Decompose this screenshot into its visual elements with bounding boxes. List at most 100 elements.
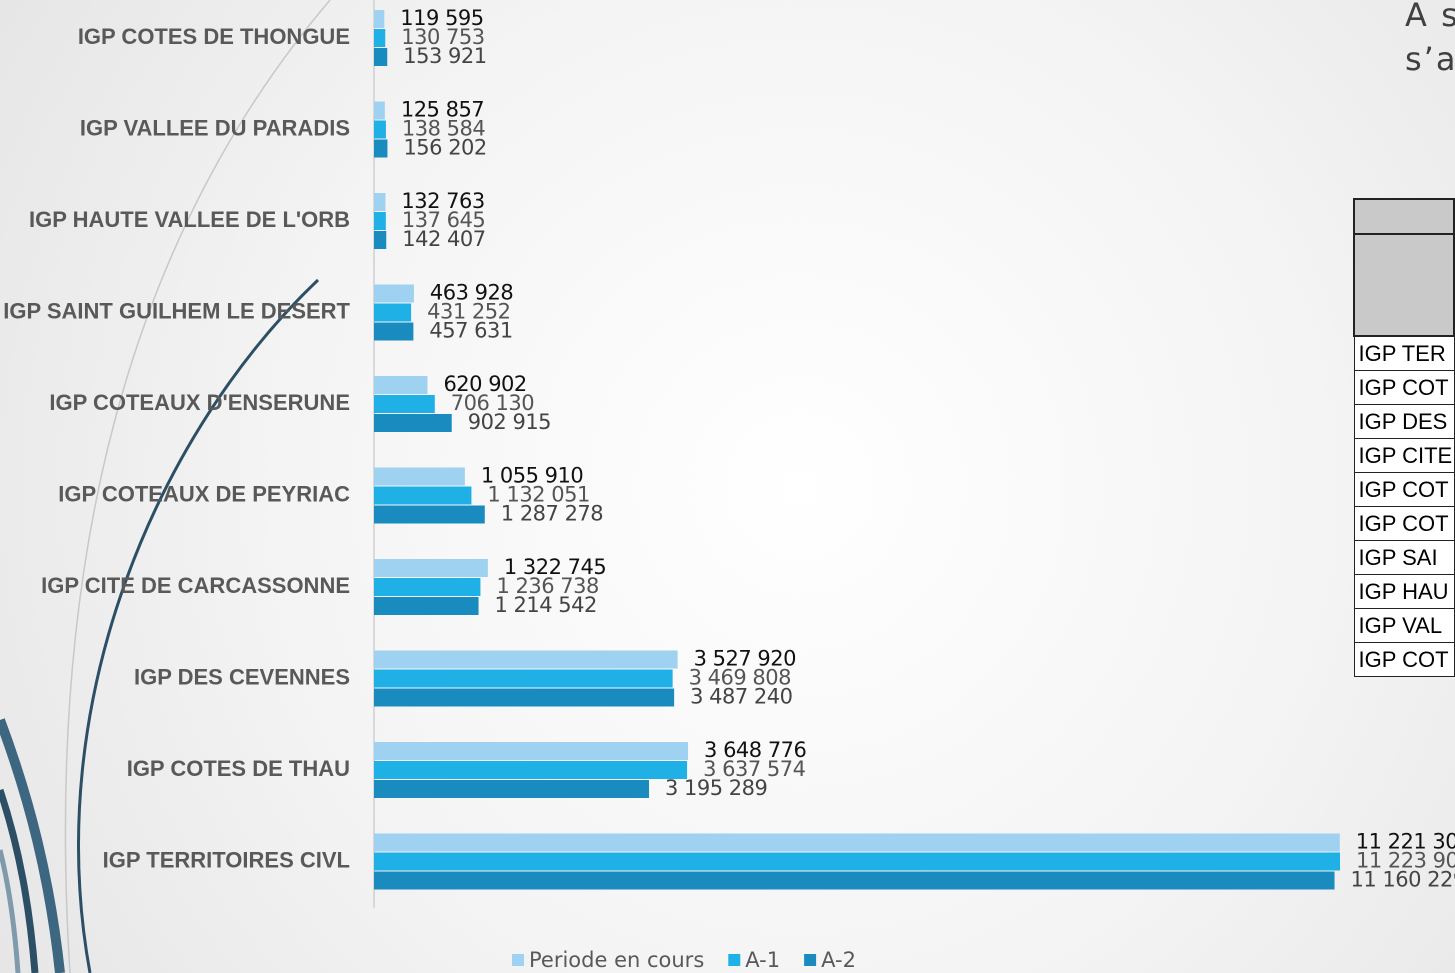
category-label: IGP TERRITOIRES CIVL <box>103 847 350 872</box>
bar <box>374 650 678 669</box>
value-label: 457 631 <box>429 319 512 343</box>
value-label: 130 753 <box>401 25 484 49</box>
category-label: IGP SAINT GUILHEM LE DESERT <box>3 298 350 323</box>
value-label: 1 132 051 <box>487 483 589 507</box>
bar <box>374 486 472 505</box>
bar <box>374 742 689 760</box>
value-label: 3 195 289 <box>665 776 767 800</box>
table-row: IGP COT <box>1353 642 1455 677</box>
table-cell: IGP COT <box>1353 370 1455 405</box>
table-cell: IGP TER <box>1353 335 1455 371</box>
bar <box>374 376 428 394</box>
value-label: 119 595 <box>400 6 483 30</box>
table-row: IGP COT <box>1353 506 1455 541</box>
value-label: 153 921 <box>403 44 486 68</box>
legend-label: A-2 <box>821 948 856 972</box>
bar <box>374 322 414 341</box>
table-row: IGP HAU <box>1353 574 1455 609</box>
category-label: IGP CITE DE CARCASSONNE <box>41 573 350 598</box>
value-label: 137 645 <box>402 208 485 232</box>
table-cell: IGP DES <box>1353 404 1455 439</box>
table-row: IGP TER <box>1353 335 1455 371</box>
table-cell: IGP COT <box>1353 506 1455 541</box>
value-label: 1 322 745 <box>504 555 606 579</box>
table-row: IGP COT <box>1353 370 1455 405</box>
value-label: 11 223 905 <box>1356 849 1455 873</box>
header-cell <box>1353 198 1455 235</box>
value-label: 1 214 542 <box>495 593 597 617</box>
value-label: 3 469 808 <box>689 666 791 690</box>
value-label: 132 763 <box>401 189 484 213</box>
bar <box>374 193 386 211</box>
table-row: IGP SAI <box>1353 540 1455 575</box>
table-row: IGP CITE <box>1353 438 1455 473</box>
side-text: s’a <box>1405 40 1455 78</box>
bar <box>374 871 1335 890</box>
value-label: 463 928 <box>430 281 513 305</box>
table-cell: IGP COT <box>1353 642 1455 677</box>
bar <box>374 139 388 158</box>
value-label: 11 221 303 <box>1356 830 1455 854</box>
header-row <box>1353 198 1455 235</box>
bar <box>374 852 1340 871</box>
legend-swatch <box>512 954 524 966</box>
category-label: IGP COTEAUX DE PEYRIAC <box>58 481 350 506</box>
value-label: 902 915 <box>468 410 551 434</box>
bar <box>374 688 675 707</box>
value-label: 3 527 920 <box>694 647 796 671</box>
bar <box>374 303 412 322</box>
bar <box>374 212 386 230</box>
value-label: 620 902 <box>443 372 526 396</box>
header-row <box>1353 233 1455 337</box>
side-text: A s <box>1405 0 1455 34</box>
value-label: 3 648 776 <box>704 738 807 762</box>
summary-table: IGP TER IGP COT IGP DES IGP CITE IGP COT IGP … <box>1353 198 1455 677</box>
table-cell: IGP HAU <box>1353 574 1455 609</box>
table-row: IGP VAL <box>1353 608 1455 643</box>
value-label: 1 287 278 <box>501 502 603 526</box>
bar <box>374 231 387 249</box>
value-label: 138 584 <box>402 117 485 141</box>
value-label: 156 202 <box>403 136 486 160</box>
bar <box>374 284 414 303</box>
bar <box>374 467 465 486</box>
bar <box>374 761 688 779</box>
category-label: IGP COTES DE THONGUE <box>78 24 350 49</box>
table-cell: IGP COT <box>1353 472 1455 507</box>
legend-label: Periode en cours <box>529 948 704 972</box>
bar <box>374 414 452 432</box>
bar <box>374 578 481 596</box>
value-label: 11 160 229 <box>1351 868 1455 892</box>
value-label: 431 252 <box>427 300 510 324</box>
value-label: 3 637 574 <box>703 757 806 781</box>
value-label: 1 055 910 <box>481 464 583 488</box>
category-label: IGP DES CEVENNES <box>134 664 350 689</box>
bar <box>374 120 386 139</box>
category-label: IGP HAUTE VALLEE DE L'ORB <box>29 207 350 232</box>
category-label: IGP VALLEE DU PARADIS <box>80 115 350 140</box>
bar <box>374 669 673 688</box>
bar <box>374 101 385 120</box>
legend-swatch <box>728 954 741 966</box>
bar <box>374 505 485 524</box>
table-cell: IGP VAL <box>1353 608 1455 643</box>
value-label: 1 236 738 <box>496 574 598 598</box>
table-body: IGP TER IGP COT IGP DES IGP CITE IGP COT IGP … <box>1353 198 1455 677</box>
bar <box>374 780 650 798</box>
decoration <box>0 0 331 973</box>
bar <box>374 395 435 413</box>
header-cell <box>1353 233 1455 337</box>
bar <box>374 833 1340 852</box>
legend-swatch <box>804 954 817 966</box>
value-label: 706 130 <box>451 391 534 415</box>
category-label: IGP COTEAUX D'ENSERUNE <box>49 390 350 415</box>
table-cell: IGP CITE <box>1353 438 1455 473</box>
bar <box>374 10 385 28</box>
legend-label: A-1 <box>745 948 780 972</box>
value-label: 125 857 <box>401 98 484 122</box>
table-cell: IGP SAI <box>1353 540 1455 575</box>
category-label: IGP COTES DE THAU <box>127 756 350 781</box>
bar <box>374 597 479 615</box>
bar <box>374 48 388 66</box>
